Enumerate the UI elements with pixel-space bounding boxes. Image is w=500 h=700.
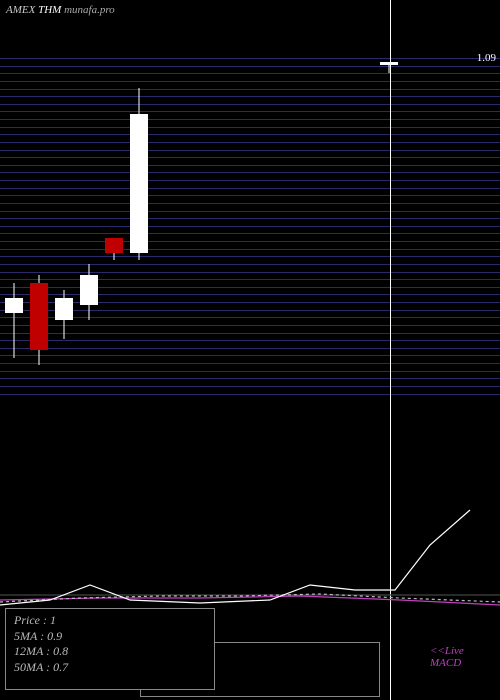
macd-panel [0,0,500,700]
macd-label: <<Live MACD [430,645,464,669]
info-50ma: 50MA : 0.7 [14,660,206,676]
info-price: Price : 1 [14,613,206,629]
info-5ma: 5MA : 0.9 [14,629,206,645]
stock-chart: AMEX THM munafa.pro 1.09 Price : 1 5MA :… [0,0,500,700]
macd-text: MACD [430,657,464,669]
info-12ma: 12MA : 0.8 [14,644,206,660]
macd-live-text: <<Live [430,645,464,657]
indicator-info-box: Price : 1 5MA : 0.9 12MA : 0.8 50MA : 0.… [5,608,215,690]
